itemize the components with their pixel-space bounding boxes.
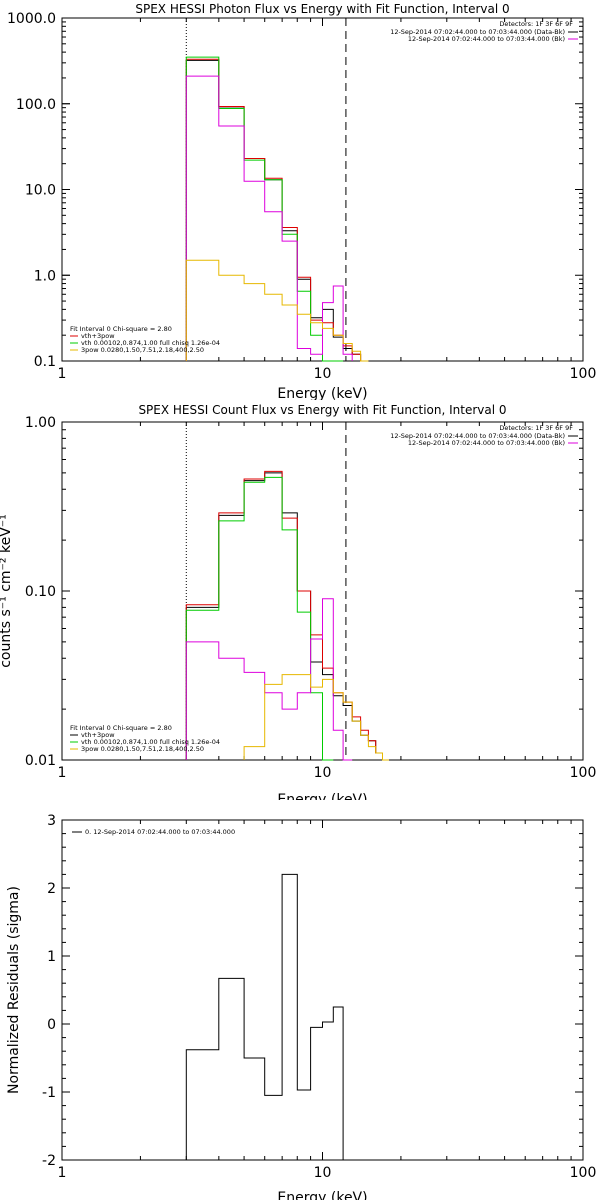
series-data [185,59,369,362]
series-residuals [185,873,344,1160]
fit-legend-entry: vth+3pow [81,332,115,340]
x-axis-label: Energy (keV) [277,1190,367,1200]
legend-entry-label: 12-Sep-2014 07:02:44.000 to 07:03:44.000… [390,432,565,440]
series-vth+3pow [185,470,389,761]
legend-entry-label: 12-Sep-2014 07:02:44.000 to 07:03:44.000… [390,28,565,36]
series-vth+3pow [185,58,369,362]
x-axis-label: Energy (keV) [277,386,367,400]
y-tick-label: -2 [42,1153,56,1169]
y-tick-label: 0 [47,1017,56,1033]
legend-header: Detectors: 1F 3F 6F 9F [499,20,573,28]
series-3pow [243,674,389,761]
chart-title: SPEX HESSI Count Flux vs Energy with Fit… [138,403,506,417]
y-tick-label: 100.0 [16,97,56,113]
legend-entry-label: 0. 12-Sep-2014 07:02:44.000 to 07:03:44.… [85,828,235,836]
x-tick-label: 10 [314,366,332,382]
count-flux-panel: SPEX HESSI Count Flux vs Energy with Fit… [0,403,597,800]
y-axis-label: Normalized Residuals (sigma) [6,886,22,1094]
x-tick-label: 100 [570,366,597,382]
fit-legend-header: Fit Interval 0 Chi-square = 2.80 [70,325,172,333]
y-tick-label: 0.1 [34,354,56,370]
x-axis-label: Energy (keV) [277,792,367,800]
y-tick-label: 1 [47,949,56,965]
y-tick-label: 2 [47,881,56,897]
series-3pow [185,259,369,362]
y-tick-label: 1.0 [34,268,56,284]
legend-entry-label: 12-Sep-2014 07:02:44.000 to 07:03:44.000… [408,35,565,43]
chart-title: SPEX HESSI Photon Flux vs Energy with Fi… [135,2,509,16]
x-tick-label: 1 [58,366,67,382]
fit-legend-header: Fit Interval 0 Chi-square = 2.80 [70,724,172,732]
y-tick-label: 1000.0 [7,11,56,27]
y-tick-label: 3 [47,813,56,829]
x-tick-label: 100 [570,1165,597,1181]
fit-legend-entry: 3pow 0.0280,1.50,7.51,2.18,400,2.50 [81,346,204,354]
plot-frame [61,819,584,1161]
series-bk [185,75,353,361]
legend-header: Detectors: 1F 3F 6F 9F [499,424,573,432]
fit-legend-entry: 3pow 0.0280,1.50,7.51,2.18,400,2.50 [81,745,204,753]
residuals-panel: 1 10 100 -2 -1 0 1 2 3 Energy (keV) Normalized Res… [6,813,597,1200]
x-tick-label: 100 [570,765,597,781]
y-tick-label: 1.00 [25,415,56,431]
fit-legend-entry: vth 0.00102,0.874,1.00 full chisq 1.26e-… [81,738,220,746]
legend-entry-label: 12-Sep-2014 07:02:44.000 to 07:03:44.000… [408,439,565,447]
series-vth [185,476,334,761]
y-tick-label: 0.10 [25,584,56,600]
photon-flux-panel: SPEX HESSI Photon Flux vs Energy with Fi… [7,2,597,400]
fit-legend-entry: vth 0.00102,0.874,1.00 full chisq 1.26e-… [81,339,220,347]
x-tick-label: 1 [58,1165,67,1181]
y-tick-label: -1 [42,1085,56,1101]
fit-legend-entry: vth+3pow [81,731,115,739]
x-tick-label: 10 [314,1165,332,1181]
y-tick-label: 0.01 [25,753,56,769]
y-tick-label: 10.0 [25,183,56,199]
y-axis-label: counts s⁻¹ cm⁻² keV⁻¹ [0,514,14,668]
x-tick-label: 10 [314,765,332,781]
x-tick-label: 1 [58,765,67,781]
